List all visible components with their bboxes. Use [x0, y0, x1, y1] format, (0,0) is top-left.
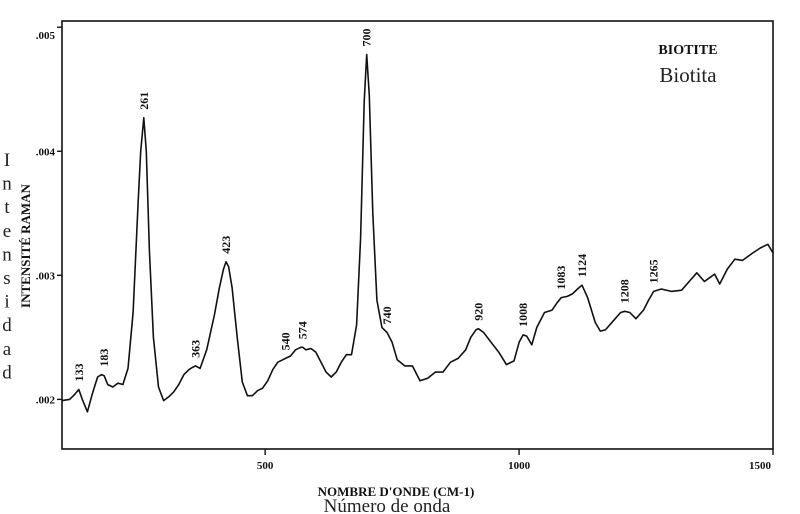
y-tick-label: .005 — [36, 30, 56, 42]
y-tick-label: .003 — [36, 270, 56, 282]
peak-label: 1083 — [554, 266, 568, 290]
peak-label: 183 — [97, 349, 111, 367]
x-tick-label: 500 — [257, 460, 274, 472]
peak-label: 1208 — [618, 279, 632, 303]
peak-label: 574 — [296, 321, 310, 339]
y-axis-ticks: .002 .003 .004 .005 — [36, 26, 62, 406]
peak-label: 920 — [471, 303, 485, 321]
y-tick-label: .002 — [36, 394, 56, 406]
peak-label: 363 — [189, 340, 203, 358]
x-axis-label: NOMBRE D'ONDE (CM-1) — [318, 484, 475, 499]
y-axis-label: INTENSITÉ RAMAN — [18, 183, 33, 307]
x-tick-label: 1000 — [508, 460, 531, 472]
chart-title: BIOTITE — [658, 43, 717, 58]
plot-frame — [61, 20, 774, 450]
peak-label: 540 — [279, 332, 293, 350]
peak-label: 1265 — [647, 259, 661, 283]
y-tick-label: .004 — [36, 146, 56, 158]
x-axis-label-es: Número de onda — [324, 496, 451, 514]
peak-label: 133 — [72, 364, 86, 382]
series-line — [61, 53, 774, 413]
peak-label: 1008 — [516, 303, 530, 327]
chart-subtitle: Biotita — [659, 63, 717, 87]
peak-label: 740 — [380, 306, 394, 324]
x-tick-label: 1500 — [749, 460, 772, 472]
peak-label: 261 — [137, 92, 151, 110]
peak-label: 700 — [360, 29, 374, 47]
peak-label: 1124 — [575, 254, 589, 277]
x-axis-ticks: 500 1000 1500 — [257, 449, 774, 472]
peak-label: 423 — [219, 236, 233, 254]
